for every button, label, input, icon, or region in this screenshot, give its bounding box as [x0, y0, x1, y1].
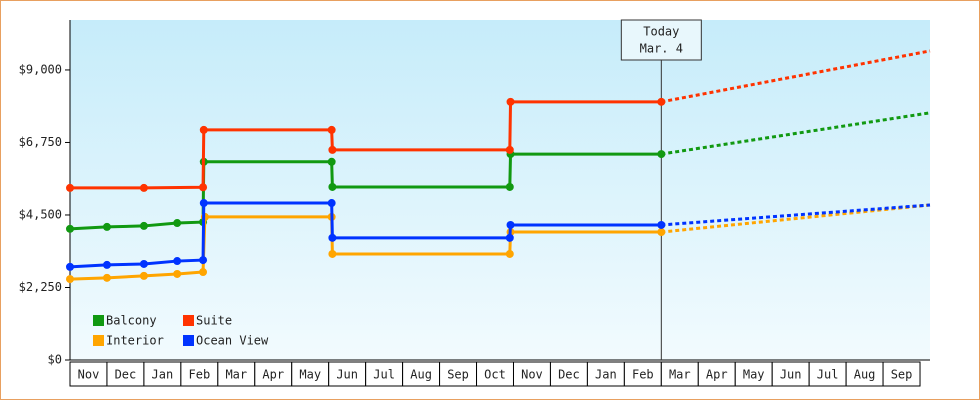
x-tick-box	[180, 361, 219, 387]
legend-swatch	[183, 335, 194, 346]
data-point	[505, 145, 514, 154]
x-tick-box	[254, 361, 293, 387]
x-tick-box	[402, 361, 441, 387]
x-tick-label: Aug	[854, 368, 876, 382]
data-point	[327, 125, 336, 134]
x-tick-label: Sep	[447, 368, 469, 382]
data-point	[173, 219, 182, 228]
data-point	[139, 259, 148, 268]
data-point	[66, 262, 74, 271]
y-tick-label: $4,500	[19, 207, 62, 221]
data-point	[66, 183, 74, 192]
data-point	[657, 150, 666, 159]
x-tick-box	[697, 361, 736, 387]
y-tick-label: $2,250	[19, 280, 62, 294]
y-tick-label: $9,000	[19, 62, 62, 76]
x-tick-box	[845, 361, 884, 387]
x-tick-label: Mar	[225, 368, 247, 382]
x-tick-label: Sep	[891, 368, 913, 382]
data-point	[139, 221, 148, 230]
x-tick-label: Dec	[558, 368, 580, 382]
x-tick-box	[771, 361, 810, 387]
projection-line	[661, 49, 931, 104]
data-point	[139, 183, 148, 192]
x-tick-box	[586, 361, 625, 387]
data-point	[327, 199, 336, 208]
data-point	[327, 157, 336, 166]
data-point	[199, 183, 208, 192]
data-point	[102, 273, 111, 282]
today-label: Mar. 4	[640, 42, 683, 56]
x-tick-label: Feb	[632, 368, 654, 382]
x-tick-box	[808, 361, 847, 387]
data-point	[328, 145, 337, 154]
data-point	[506, 220, 515, 229]
data-point	[199, 268, 208, 277]
x-tick-label: Jan	[595, 368, 617, 382]
legend-swatch	[183, 315, 194, 326]
x-tick-label: Jun	[336, 368, 358, 382]
today-box	[620, 19, 702, 61]
x-tick-label: Nov	[78, 368, 100, 382]
x-tick-label: Apr	[706, 368, 728, 382]
data-point	[66, 275, 74, 284]
y-tick-label: $6,750	[19, 135, 62, 149]
data-point	[199, 125, 208, 134]
x-tick-label: Jul	[817, 368, 839, 382]
x-tick-box	[660, 361, 699, 387]
x-tick-box	[882, 361, 921, 387]
projection-line	[661, 203, 931, 227]
legend-label: Suite	[196, 314, 232, 328]
legend-label: Balcony	[106, 314, 157, 328]
data-point	[199, 199, 208, 208]
x-tick-label: Jul	[373, 368, 395, 382]
data-point	[657, 228, 666, 237]
data-point	[199, 256, 208, 265]
data-point	[505, 182, 514, 191]
x-tick-label: Oct	[484, 368, 506, 382]
data-point	[506, 97, 515, 106]
data-point	[66, 224, 74, 233]
data-point	[139, 271, 148, 280]
x-tick-box	[328, 361, 367, 387]
x-tick-label: Mar	[669, 368, 691, 382]
legend-swatch	[93, 315, 104, 326]
x-tick-box	[476, 361, 514, 387]
x-tick-label: Apr	[262, 368, 284, 382]
today-label: Today	[643, 25, 679, 39]
data-point	[657, 220, 666, 229]
data-point	[173, 257, 182, 266]
data-point	[102, 222, 111, 231]
x-tick-label: May	[299, 368, 321, 382]
data-point	[657, 97, 666, 106]
legend-swatch	[93, 335, 104, 346]
projection-line	[661, 111, 931, 156]
x-tick-label: Jan	[152, 368, 174, 382]
data-point	[328, 182, 337, 191]
legend-label: Interior	[106, 334, 164, 348]
data-point	[328, 233, 337, 242]
x-tick-label: Nov	[521, 368, 543, 382]
plot-area	[70, 20, 930, 360]
x-tick-label: Dec	[115, 368, 137, 382]
x-tick-label: Jun	[780, 368, 802, 382]
x-tick-box	[549, 361, 588, 387]
data-point	[505, 249, 514, 258]
x-tick-label: Aug	[410, 368, 432, 382]
data-point	[173, 269, 182, 278]
y-tick-label: $0	[48, 353, 62, 367]
legend-label: Ocean View	[196, 334, 269, 348]
data-point	[505, 233, 514, 242]
x-tick-box	[106, 361, 145, 387]
x-tick-box	[734, 361, 773, 387]
data-point	[328, 249, 337, 258]
data-point	[102, 260, 111, 269]
x-tick-label: Feb	[189, 368, 211, 382]
x-tick-label: May	[743, 368, 765, 382]
